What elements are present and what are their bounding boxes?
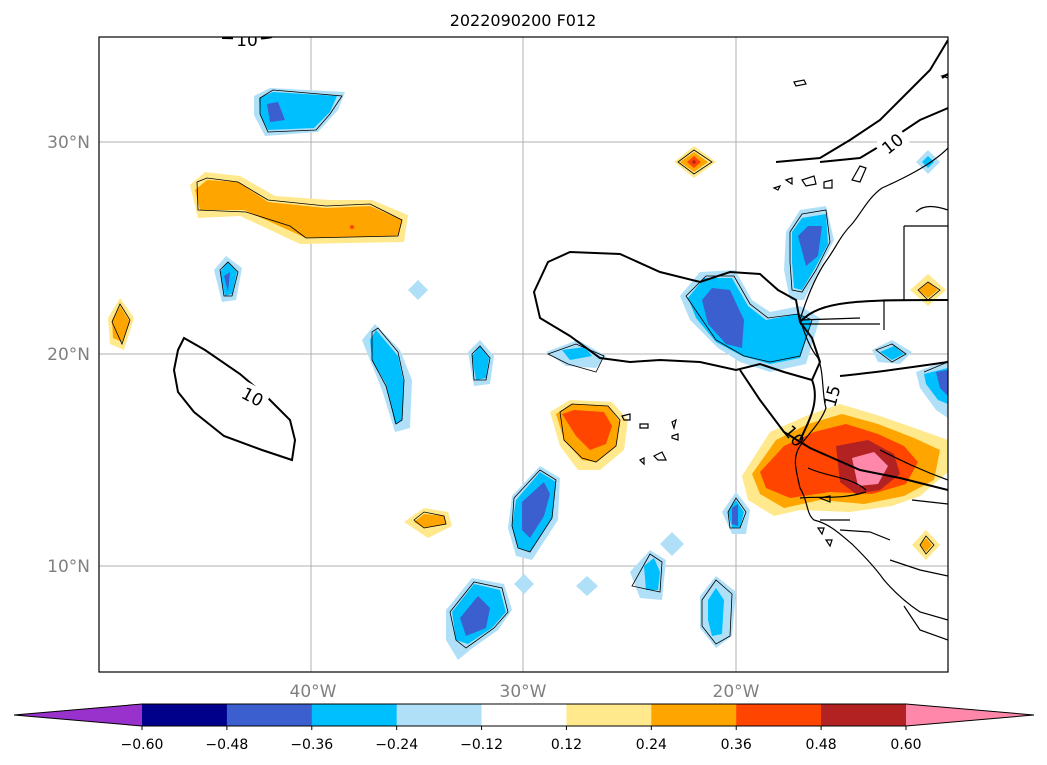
- neg-blob-44w: [214, 256, 242, 302]
- lon-label: 30°W: [500, 682, 547, 702]
- colorbar-tick-label: 0.36: [721, 737, 752, 753]
- neg-blob-coast: [784, 206, 834, 300]
- neg-blob-32w-south: [446, 578, 512, 660]
- pos-blob-22w: [674, 146, 716, 178]
- colorbar-segment: [651, 704, 737, 726]
- neg-blob-21w-south: [700, 576, 736, 648]
- colorbar: −0.60 −0.48 −0.36 −0.24 −0.12 0.12 0.24 0.36 0.4…: [13, 703, 1035, 753]
- neg-blob-tiny-4: [660, 532, 684, 556]
- colorbar-tick-label: 0.24: [636, 737, 667, 753]
- colorbar-extend-max: [906, 704, 1034, 726]
- lon-label: 20°W: [713, 682, 760, 702]
- map-content: 10 10 10 15 10: [99, 31, 948, 672]
- colorbar-tick-label: −0.36: [290, 737, 333, 753]
- colorbar-tick-label: −0.12: [460, 737, 503, 753]
- colorbar-extend-min: [14, 704, 142, 726]
- chart-title: 2022090200 F012: [450, 11, 597, 30]
- colorbar-tick-label: 0.48: [806, 737, 837, 753]
- neg-blob-21w: [680, 270, 820, 372]
- colorbar-segment: [142, 704, 228, 726]
- lat-label: 30°N: [47, 133, 90, 153]
- map-frame: [98, 36, 949, 673]
- neg-blob-36w: [362, 324, 412, 432]
- neg-blob-tiny-2: [514, 574, 534, 594]
- neg-blob-nw: [254, 88, 345, 136]
- colorbar-tick-label: −0.48: [205, 737, 248, 753]
- contour-label: 10: [236, 31, 258, 51]
- colorbar-segment: [736, 704, 822, 726]
- neg-blob-tiny-3: [576, 576, 598, 596]
- colorbar-segment: [821, 704, 907, 726]
- pos-blob-11w-11n: [912, 530, 940, 560]
- colorbar-segment: [311, 704, 398, 726]
- neg-blob-27w: [546, 340, 606, 368]
- lat-label: 10°N: [47, 557, 90, 577]
- neg-blob-20w: [722, 492, 750, 534]
- colorbar-tick-label: −0.24: [375, 737, 418, 753]
- neg-blob-east: [872, 150, 948, 418]
- pos-band-west: [190, 172, 408, 244]
- colorbar-tick-label: −0.60: [121, 737, 164, 753]
- neg-blob-30w: [508, 466, 560, 560]
- colorbar-tick-label: 0.12: [551, 737, 582, 753]
- coastlines: [621, 73, 948, 641]
- lat-label: 20°N: [47, 345, 90, 365]
- colorbar-segment: [481, 704, 567, 726]
- neg-blob-tiny: [408, 280, 428, 300]
- colorbar-segment: [396, 704, 483, 726]
- colorbar-segment: [226, 704, 313, 726]
- colorbar-segment: [566, 704, 652, 726]
- colorbar-tick-label: 0.60: [890, 737, 921, 753]
- lon-label: 40°W: [290, 682, 337, 702]
